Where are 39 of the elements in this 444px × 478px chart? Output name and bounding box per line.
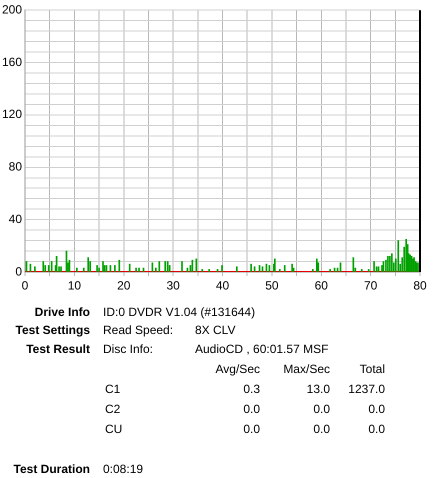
text: 1237.0 [348, 382, 385, 396]
text: 0.0 [243, 402, 260, 416]
x-tick-label: 70 [364, 278, 378, 293]
x-tick-label: 20 [117, 278, 131, 293]
text: 0.0 [313, 422, 330, 436]
text: 0.0 [368, 422, 385, 436]
y-tick-label: 200 [2, 2, 22, 17]
text: Total [360, 362, 385, 376]
x-tick-label: 60 [314, 278, 328, 293]
y-tick-label: 120 [2, 107, 22, 122]
y-tick-label: 80 [8, 160, 22, 174]
x-tick-label: 80 [413, 278, 427, 293]
text: Test Result [26, 342, 90, 356]
x-tick-label: 40 [216, 278, 230, 293]
text: AudioCD , 60:01.57 MSF [195, 342, 328, 356]
text: 8X CLV [195, 323, 236, 337]
text: 0.3 [243, 382, 260, 396]
x-tick-label: 30 [166, 278, 180, 293]
text: Test Duration [14, 462, 90, 476]
text: 0.0 [243, 422, 260, 436]
y-tick-label: 0 [15, 264, 22, 278]
text: 0.0 [313, 402, 330, 416]
text: 0:08:19 [103, 462, 144, 476]
text: Avg/Sec [216, 362, 260, 376]
text: C1 [105, 382, 120, 396]
text: Max/Sec [283, 362, 330, 376]
text: C2 [105, 402, 120, 416]
text: Drive Info [34, 305, 90, 319]
text: CU [105, 422, 122, 436]
text: 13.0 [306, 382, 330, 396]
y-tick-label: 160 [2, 54, 22, 69]
text: Disc Info: [103, 342, 154, 356]
text: ID:0 DVDR V1.04 (#131644) [103, 305, 256, 319]
text: Read Speed: [103, 323, 174, 337]
x-tick-label: 10 [68, 278, 82, 293]
text: 0.0 [368, 402, 385, 416]
x-tick-label: 50 [265, 278, 279, 293]
text: Test Settings [16, 323, 90, 337]
y-tick-label: 40 [8, 212, 22, 226]
